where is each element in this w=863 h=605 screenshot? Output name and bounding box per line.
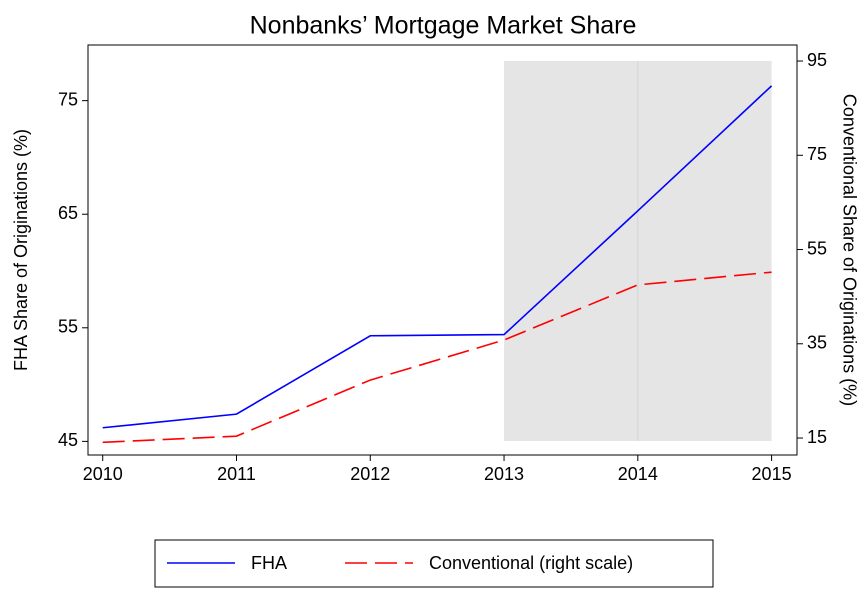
legend-label: FHA (251, 553, 287, 573)
y-tick-label: 55 (58, 317, 78, 337)
series-line (102, 271, 772, 444)
x-tick-label: 2015 (752, 464, 792, 484)
y-tick-label: 75 (58, 89, 78, 109)
y-tick-label: 65 (58, 203, 78, 223)
y-tick-label: 45 (58, 430, 78, 450)
x-tick-label: 2010 (83, 464, 123, 484)
y-axis-label: FHA Share of Originations (%) (11, 129, 31, 371)
x-tick-label: 2012 (350, 464, 390, 484)
chart-title: Nonbanks’ Mortgage Market Share (250, 12, 637, 40)
x-tick-label: 2013 (484, 464, 524, 484)
y2-tick-label: 35 (807, 333, 827, 353)
series-line (102, 85, 773, 429)
x-tick-label: 2014 (618, 464, 658, 484)
legend (154, 539, 714, 588)
y2-tick-label: 15 (807, 427, 827, 447)
legend-label: Conventional (right scale) (429, 553, 633, 573)
x-tick-label: 2011 (217, 464, 256, 484)
y2-tick-label: 75 (807, 144, 827, 164)
y2-tick-label: 55 (807, 238, 827, 258)
y2-axis-label: Conventional Share of Originations (%) (839, 94, 859, 406)
y2-tick-label: 95 (807, 50, 827, 70)
